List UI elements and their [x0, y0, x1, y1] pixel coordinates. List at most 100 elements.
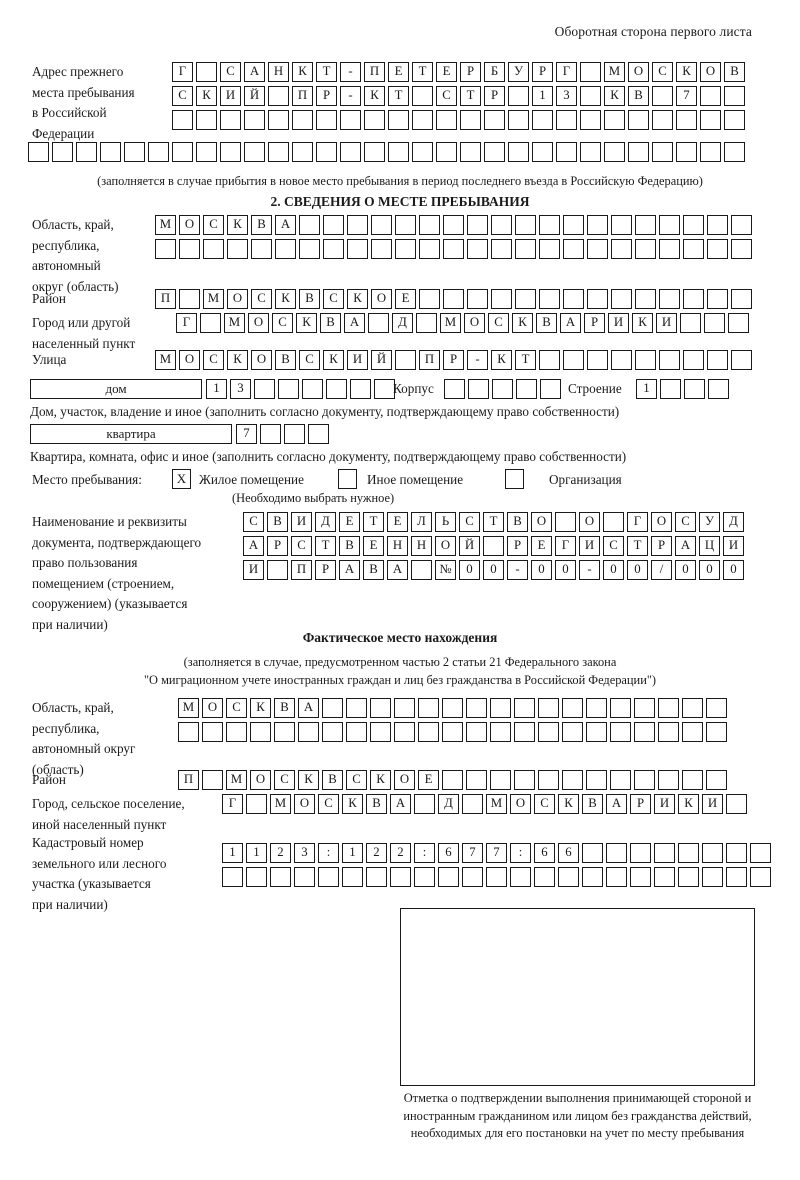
- char-cell[interactable]: [278, 379, 299, 399]
- char-cell[interactable]: [611, 215, 632, 235]
- char-cell[interactable]: [244, 142, 265, 162]
- char-cell[interactable]: [294, 867, 315, 887]
- char-cell[interactable]: В: [536, 313, 557, 333]
- char-cell[interactable]: П: [364, 62, 385, 82]
- char-cell[interactable]: Р: [443, 350, 464, 370]
- char-cell[interactable]: [443, 239, 464, 259]
- char-cell[interactable]: [508, 142, 529, 162]
- char-cell[interactable]: Р: [651, 536, 672, 556]
- char-cell[interactable]: К: [323, 350, 344, 370]
- char-cell[interactable]: Е: [387, 512, 408, 532]
- char-cell[interactable]: М: [155, 215, 176, 235]
- checkbox-inoe[interactable]: [338, 469, 357, 489]
- char-cell[interactable]: [563, 289, 584, 309]
- char-cell[interactable]: И: [291, 512, 312, 532]
- char-cell[interactable]: [706, 770, 727, 790]
- char-cell[interactable]: Р: [532, 62, 553, 82]
- char-cell[interactable]: 6: [534, 843, 555, 863]
- char-cell[interactable]: 1: [342, 843, 363, 863]
- char-cell[interactable]: [731, 350, 752, 370]
- char-cell[interactable]: 0: [459, 560, 480, 580]
- char-cell[interactable]: [220, 110, 241, 130]
- char-cell[interactable]: А: [243, 536, 264, 556]
- char-cell[interactable]: О: [464, 313, 485, 333]
- char-cell[interactable]: Е: [418, 770, 439, 790]
- char-cell[interactable]: [298, 722, 319, 742]
- char-cell[interactable]: [676, 110, 697, 130]
- char-cell[interactable]: [347, 215, 368, 235]
- char-cell[interactable]: [268, 86, 289, 106]
- document-row-3[interactable]: И П Р А В А № 0 0-0 0-0 0/0 0 0: [243, 560, 744, 580]
- char-cell[interactable]: [587, 215, 608, 235]
- char-cell[interactable]: А: [387, 560, 408, 580]
- char-cell[interactable]: [582, 867, 603, 887]
- char-cell[interactable]: [299, 239, 320, 259]
- char-cell[interactable]: Р: [316, 86, 337, 106]
- char-cell[interactable]: [539, 215, 560, 235]
- char-cell[interactable]: [370, 722, 391, 742]
- char-cell[interactable]: С: [652, 62, 673, 82]
- char-cell[interactable]: [222, 867, 243, 887]
- char-cell[interactable]: [678, 843, 699, 863]
- char-cell[interactable]: Е: [339, 512, 360, 532]
- char-cell[interactable]: [684, 379, 705, 399]
- char-cell[interactable]: [148, 142, 169, 162]
- char-cell[interactable]: [683, 215, 704, 235]
- char-cell[interactable]: [490, 698, 511, 718]
- char-cell[interactable]: [275, 239, 296, 259]
- char-cell[interactable]: В: [320, 313, 341, 333]
- char-cell[interactable]: [726, 867, 747, 887]
- char-cell[interactable]: [178, 722, 199, 742]
- char-cell[interactable]: П: [178, 770, 199, 790]
- char-cell[interactable]: [682, 770, 703, 790]
- char-cell[interactable]: [628, 142, 649, 162]
- char-cell[interactable]: -: [340, 62, 361, 82]
- char-cell[interactable]: В: [507, 512, 528, 532]
- char-cell[interactable]: Б: [484, 62, 505, 82]
- char-cell[interactable]: [562, 722, 583, 742]
- char-cell[interactable]: [250, 722, 271, 742]
- char-cell[interactable]: А: [606, 794, 627, 814]
- char-cell[interactable]: [676, 142, 697, 162]
- char-cell[interactable]: А: [244, 62, 265, 82]
- char-cell[interactable]: [419, 239, 440, 259]
- char-cell[interactable]: Н: [411, 536, 432, 556]
- char-cell[interactable]: С: [203, 215, 224, 235]
- char-cell[interactable]: О: [579, 512, 600, 532]
- char-cell[interactable]: М: [155, 350, 176, 370]
- char-cell[interactable]: :: [318, 843, 339, 863]
- char-cell[interactable]: [220, 142, 241, 162]
- char-cell[interactable]: К: [678, 794, 699, 814]
- char-cell[interactable]: К: [250, 698, 271, 718]
- char-cell[interactable]: С: [172, 86, 193, 106]
- char-cell[interactable]: [606, 867, 627, 887]
- char-cell[interactable]: О: [510, 794, 531, 814]
- char-cell[interactable]: [491, 239, 512, 259]
- char-cell[interactable]: [468, 379, 489, 399]
- char-cell[interactable]: [350, 379, 371, 399]
- char-cell[interactable]: [28, 142, 49, 162]
- char-cell[interactable]: Д: [438, 794, 459, 814]
- char-cell[interactable]: [462, 794, 483, 814]
- char-cell[interactable]: [467, 239, 488, 259]
- char-cell[interactable]: [652, 142, 673, 162]
- char-cell[interactable]: [436, 142, 457, 162]
- char-cell[interactable]: [728, 313, 749, 333]
- char-cell[interactable]: [587, 289, 608, 309]
- char-cell[interactable]: [660, 379, 681, 399]
- char-cell[interactable]: [635, 215, 656, 235]
- char-cell[interactable]: Й: [244, 86, 265, 106]
- char-cell[interactable]: М: [224, 313, 245, 333]
- char-cell[interactable]: [704, 313, 725, 333]
- char-cell[interactable]: С: [534, 794, 555, 814]
- char-cell[interactable]: [251, 239, 272, 259]
- char-cell[interactable]: Е: [363, 536, 384, 556]
- region-row-2[interactable]: [155, 239, 752, 259]
- char-cell[interactable]: [508, 110, 529, 130]
- char-cell[interactable]: С: [459, 512, 480, 532]
- char-cell[interactable]: У: [699, 512, 720, 532]
- char-cell[interactable]: П: [419, 350, 440, 370]
- char-cell[interactable]: Т: [460, 86, 481, 106]
- char-cell[interactable]: [438, 867, 459, 887]
